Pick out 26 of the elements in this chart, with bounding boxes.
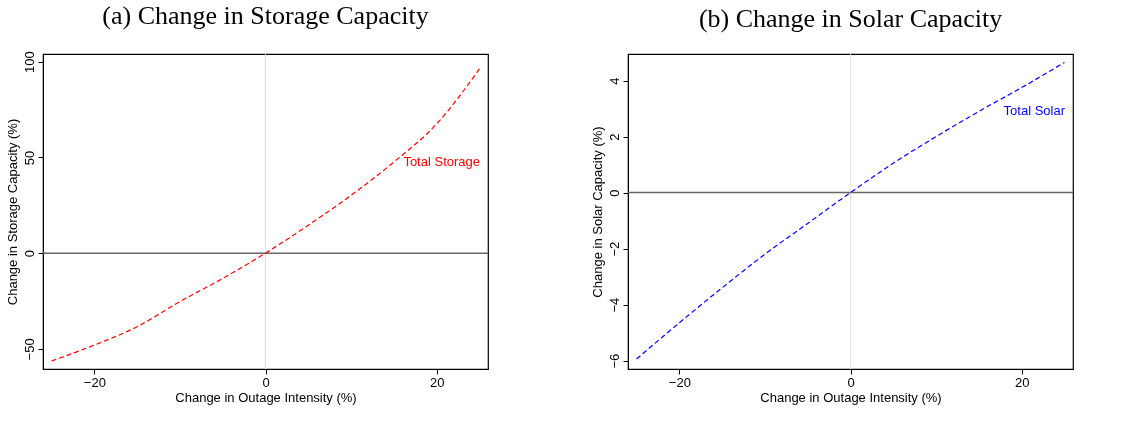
y-tick-label: −6 xyxy=(606,353,622,369)
y-tick-label: 4 xyxy=(606,77,622,85)
x-axis-title: Change in Outage Intensity (%) xyxy=(175,389,357,405)
y-tick-label: −2 xyxy=(606,241,622,257)
y-tick-label: 0 xyxy=(606,189,622,197)
line-series xyxy=(50,68,481,362)
series-label: Total Storage xyxy=(403,154,480,169)
chart-title: (a) Change in Storage Capacity xyxy=(102,0,429,30)
y-axis-title: Change in Storage Capacity (%) xyxy=(4,118,20,306)
x-tick-label: −20 xyxy=(83,374,106,390)
x-tick-label: 20 xyxy=(1014,374,1030,390)
y-tick-label: 2 xyxy=(606,133,622,141)
y-tick-label: 100 xyxy=(21,51,37,74)
y-axis-title: Change in Solar Capacity (%) xyxy=(589,126,605,298)
line-series xyxy=(635,61,1066,360)
y-tick-label: 50 xyxy=(21,150,37,166)
y-tick-label: 0 xyxy=(21,250,37,258)
y-tick-label: −4 xyxy=(606,297,622,313)
x-tick-label: 20 xyxy=(429,374,445,390)
x-tick-label: 0 xyxy=(262,374,270,390)
x-tick-label: −20 xyxy=(668,374,691,390)
y-tick-label: −50 xyxy=(21,338,37,361)
series-label: Total Solar xyxy=(1003,103,1066,119)
x-axis-title: Change in Outage Intensity (%) xyxy=(760,389,942,405)
chart-title: (b) Change in Solar Capacity xyxy=(698,3,1003,33)
x-tick-label: 0 xyxy=(847,374,855,390)
